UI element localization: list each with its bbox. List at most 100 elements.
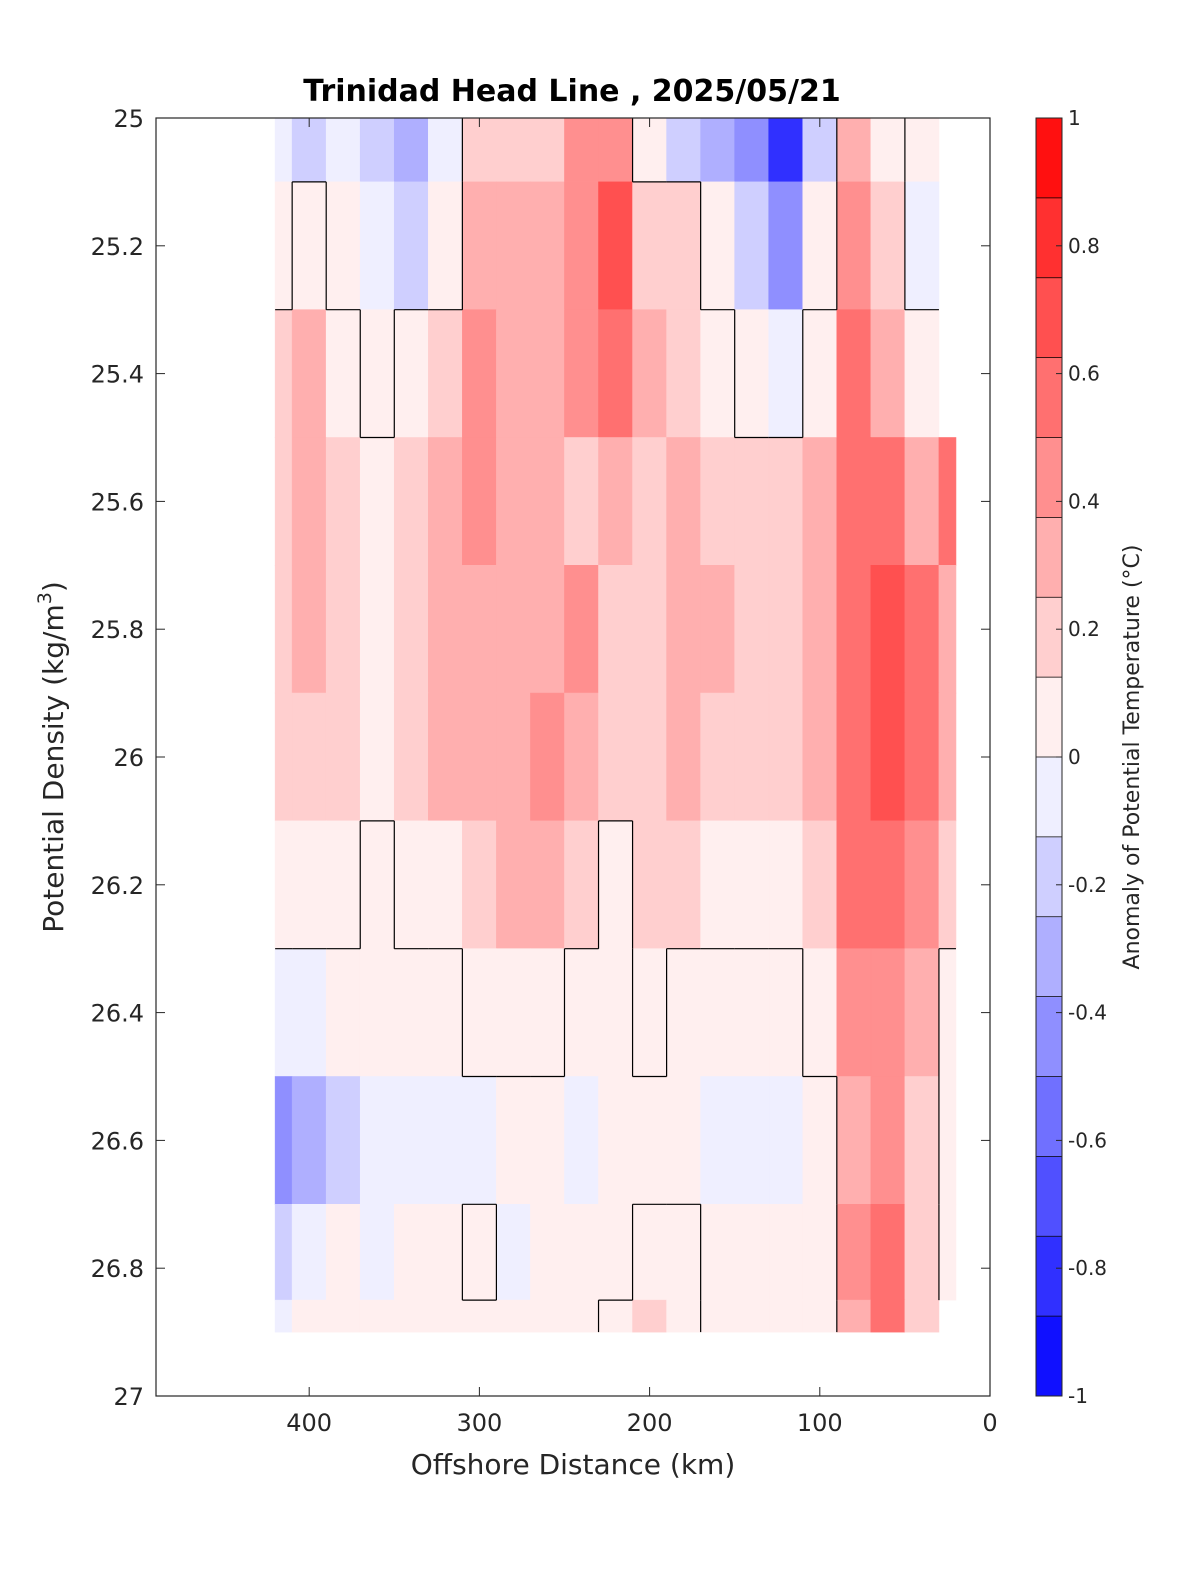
contour-cell <box>530 118 564 182</box>
chart-title: Trinidad Head Line , 2025/05/21 <box>303 74 840 109</box>
contour-cell <box>292 438 326 566</box>
contour-cell <box>871 693 905 821</box>
colorbar-tick-label: 0.4 <box>1068 489 1100 513</box>
contour-cell <box>428 310 462 438</box>
contour-cell <box>599 182 633 310</box>
contour-chart: 400 300 200 100 0 2525.225.425.625.82626.226… <box>0 0 1200 1575</box>
contour-cell <box>633 693 667 821</box>
contour-cell <box>667 693 701 821</box>
contour-cell <box>275 1077 292 1205</box>
colorbar: 10.80.60.40.20-0.2-0.4-0.6-0.8-1 <box>1036 106 1107 1408</box>
contour-cell <box>701 118 735 182</box>
y-axis-title-end: ) <box>37 581 70 592</box>
contour-cell <box>496 1077 530 1205</box>
x-tick-label: 400 <box>286 1409 332 1437</box>
contour-cell <box>837 565 871 693</box>
colorbar-tick-label: 1 <box>1068 106 1081 130</box>
contour-cell <box>871 118 905 182</box>
contour-cell <box>275 438 292 566</box>
contour-cell <box>701 1204 735 1300</box>
contour-cell <box>871 1077 905 1205</box>
colorbar-tick-label: -0.8 <box>1068 1256 1107 1280</box>
contour-cell <box>599 310 633 438</box>
contour-cell <box>564 1300 598 1332</box>
contour-cell <box>326 310 360 438</box>
contour-cell <box>292 182 326 310</box>
contour-cell <box>496 1300 530 1332</box>
contour-cell <box>701 1077 735 1205</box>
contour-cell <box>462 118 496 182</box>
y-axis-title-superscript: 3 <box>34 592 56 604</box>
x-axis-title: Offshore Distance (km) <box>411 1448 736 1481</box>
contour-cell <box>871 438 905 566</box>
contour-cell <box>530 949 564 1077</box>
contour-cell <box>462 182 496 310</box>
colorbar-band <box>1036 1316 1062 1396</box>
contour-cell <box>530 182 564 310</box>
contour-cell <box>360 182 394 310</box>
contour-cell <box>735 565 769 693</box>
contour-cell <box>769 310 803 438</box>
y-axis-title: Potential Density (kg/m3) <box>34 581 70 933</box>
contour-cell <box>871 1204 905 1300</box>
contour-cell <box>871 565 905 693</box>
contour-cell <box>530 1300 564 1332</box>
contour-cell <box>769 182 803 310</box>
contour-cell <box>803 949 837 1077</box>
contour-cell <box>735 1077 769 1205</box>
contour-cell <box>275 821 292 949</box>
contour-cell <box>667 118 701 182</box>
contour-cell <box>633 565 667 693</box>
contour-cell <box>275 310 292 438</box>
contour-cell <box>292 693 326 821</box>
contour-cell <box>803 1300 837 1332</box>
contour-cell <box>360 821 394 949</box>
contour-cell <box>633 1077 667 1205</box>
colorbar-tick-label: -0.4 <box>1068 1001 1107 1025</box>
contour-cell <box>428 1204 462 1300</box>
contour-cell <box>905 182 939 310</box>
contour-cell <box>564 310 598 438</box>
contour-cell <box>292 118 326 182</box>
contour-cell <box>564 1204 598 1300</box>
contour-cell <box>275 118 292 182</box>
contour-cell <box>462 949 496 1077</box>
contour-cell <box>292 821 326 949</box>
contour-cell <box>803 310 837 438</box>
contour-cell <box>275 1300 292 1332</box>
y-tick-label: 26.8 <box>91 1255 144 1283</box>
contour-cell <box>939 565 956 693</box>
contour-cell <box>326 1204 360 1300</box>
contour-cell <box>496 1204 530 1300</box>
colorbar-tick-label: 0 <box>1068 745 1081 769</box>
contour-cell <box>394 438 428 566</box>
contour-cell <box>360 565 394 693</box>
contour-cell <box>769 438 803 566</box>
colorbar-tick-label: -0.6 <box>1068 1128 1107 1152</box>
contour-cell <box>667 438 701 566</box>
contour-cell <box>735 821 769 949</box>
contour-cell <box>599 1204 633 1300</box>
contour-cell <box>326 565 360 693</box>
contour-cell <box>462 438 496 566</box>
contour-cell <box>769 693 803 821</box>
contour-cell <box>837 438 871 566</box>
contour-cell <box>394 118 428 182</box>
contour-cell <box>360 118 394 182</box>
contour-cell <box>667 1077 701 1205</box>
contour-cell <box>667 1300 701 1332</box>
contour-cell <box>564 693 598 821</box>
contour-cell <box>837 1300 871 1332</box>
contour-cell <box>803 693 837 821</box>
colorbar-band <box>1036 118 1062 198</box>
colorbar-band <box>1036 1077 1062 1157</box>
x-tick-label: 200 <box>627 1409 673 1437</box>
colorbar-band <box>1036 997 1062 1077</box>
contour-cell <box>599 693 633 821</box>
contour-cell <box>292 949 326 1077</box>
contour-cell <box>599 949 633 1077</box>
colorbar-band <box>1036 438 1062 518</box>
contour-cell <box>326 1077 360 1205</box>
contour-cell <box>769 118 803 182</box>
contour-cell <box>496 693 530 821</box>
